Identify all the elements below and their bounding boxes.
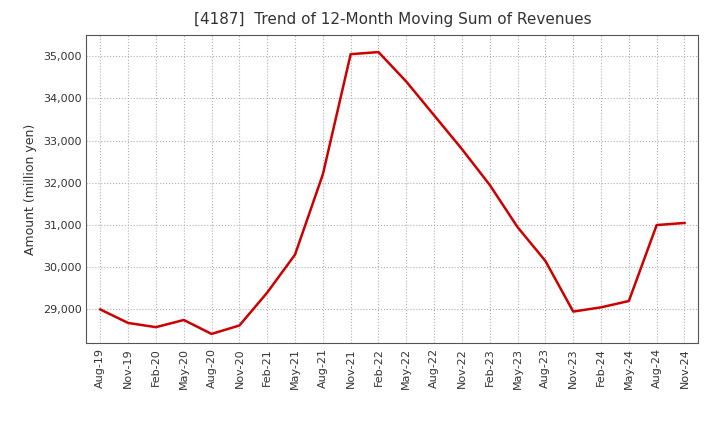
Y-axis label: Amount (million yen): Amount (million yen) (24, 124, 37, 255)
Title: [4187]  Trend of 12-Month Moving Sum of Revenues: [4187] Trend of 12-Month Moving Sum of R… (194, 12, 591, 27)
